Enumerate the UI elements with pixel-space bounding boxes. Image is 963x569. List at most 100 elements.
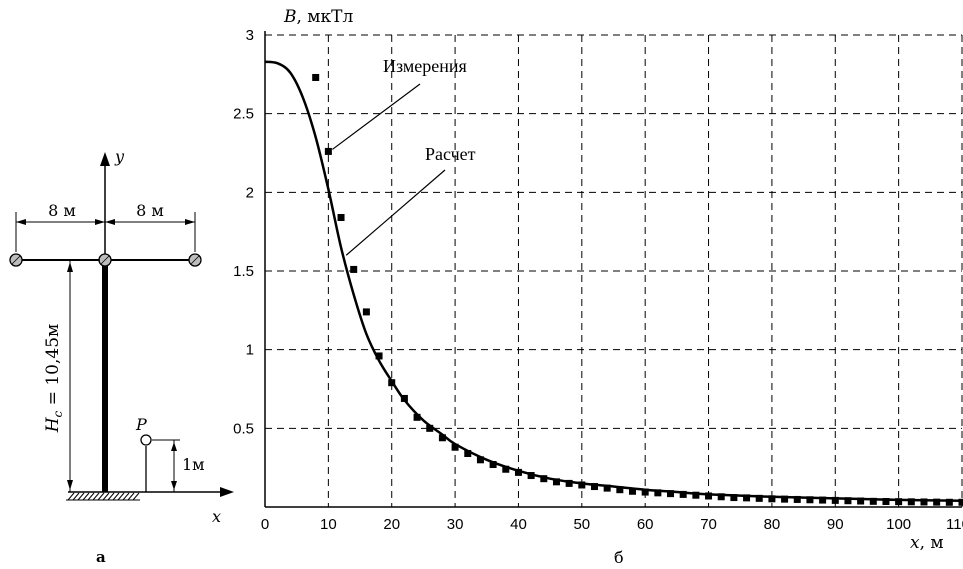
data-point-measurement [413,413,421,421]
data-point-measurement [781,495,789,503]
x-tick-label: 50 [573,516,590,533]
data-point-measurement [743,494,751,502]
x-tick-label: 40 [510,516,527,533]
height-label: Hc = 10,45м [43,324,65,434]
x-tick-label: 70 [700,516,717,533]
data-point-measurement [375,352,383,360]
data-point-measurement [717,493,725,501]
x-tick-label: 90 [827,516,844,533]
conductor-icon [98,253,112,267]
data-point-measurement [654,489,662,497]
x-axis-title: x, м [910,533,944,553]
chart-grid [265,34,963,507]
y-axis-title: B, мкТл [283,7,353,27]
data-point-measurement [844,497,852,505]
annotation-leaders [332,83,446,256]
x-tick-label: 30 [447,516,464,533]
x-tick-label: 20 [383,516,400,533]
data-point-measurement [857,497,865,505]
span-left-label: 8 м [48,201,76,220]
data-point-measurement [324,147,332,155]
data-point-measurement [629,487,637,495]
probe-point-icon [140,434,152,446]
data-point-measurement [438,434,446,442]
data-point-measurement [489,461,497,469]
tower-pole [102,260,108,492]
y-tick-label: 2.5 [233,106,254,123]
data-point-measurement [882,497,890,505]
data-point-measurement [806,496,814,504]
data-point-measurement [819,496,827,504]
x-tick-label: 10 [320,516,337,533]
data-point-measurement [426,424,434,432]
data-point-measurement [565,479,573,487]
data-point-measurement [958,498,963,506]
data-point-measurement [667,490,675,498]
data-point-measurement [476,456,484,464]
data-point-measurement [793,495,801,503]
leader-line-calculation [345,169,446,256]
y-tick-label: 3 [246,27,254,44]
data-point-measurement [590,483,598,491]
x-tick-label: 80 [764,516,781,533]
data-point-measurement [679,490,687,498]
data-point-measurement [540,475,548,483]
panel-a-label: а [96,548,106,566]
y-tick-label: 1 [246,342,254,359]
y-axis-label: y [114,147,125,166]
panel-b-label: б [614,548,624,567]
data-point-measurement [603,484,611,492]
data-point-measurement [362,308,370,316]
data-point-measurement [464,450,472,458]
measurement-markers [312,73,963,506]
leader-line-measurements [332,83,421,150]
probe-label: P [135,415,147,434]
x-tick-label: 110 [946,516,963,533]
data-point-measurement [337,214,345,222]
annotation-measurements: Измерения [383,56,467,76]
y-tick-label: 1.5 [233,263,254,280]
x-tick-labels: 0 10 20 30 40 50 60 70 80 90 100 110 [261,516,963,533]
data-point-measurement [312,73,320,81]
data-point-measurement [933,498,941,506]
chart-axes [264,31,962,508]
data-point-measurement [869,497,877,505]
y-tick-label: 0.5 [233,420,254,437]
span-dimension [15,212,196,252]
data-point-measurement [514,468,522,476]
x-tick-label: 60 [637,516,654,533]
data-point-measurement [692,491,700,499]
ground-hatching [66,492,140,501]
x-tick-label: 100 [886,516,911,533]
x-axis-arrow-icon [220,487,234,497]
data-point-measurement [578,481,586,489]
data-point-measurement [831,496,839,504]
probe-height-dimension [152,439,180,492]
data-point-measurement [895,498,903,506]
conductor-icon [9,253,23,267]
data-point-measurement [451,443,459,451]
y-tick-label: 2 [246,184,254,201]
x-tick-label: 0 [261,516,269,533]
span-right-label: 8 м [136,201,164,220]
y-tick-labels: 0.5 1 1.5 2 2.5 3 [233,27,254,437]
y-axis-arrow-icon [100,152,110,166]
data-point-measurement [945,498,953,506]
x-axis-label: x [212,507,221,526]
data-point-measurement [755,494,763,502]
data-point-measurement [730,494,738,502]
tower-schematic: y x [9,147,234,566]
data-point-measurement [552,478,560,486]
data-point-measurement [705,492,713,500]
conductor-icon [188,253,202,267]
data-point-measurement [768,495,776,503]
calculation-line [264,60,963,502]
chart: 0 10 20 30 40 50 60 70 80 90 100 110 0.5 1 1.5 2 2.5 3 B… [233,7,963,567]
height-dimension [64,259,100,492]
data-point-measurement [641,488,649,496]
probe-height-label: 1м [182,455,205,474]
data-point-measurement [502,465,510,473]
series-line-calculation [264,60,963,502]
data-point-measurement [616,486,624,494]
